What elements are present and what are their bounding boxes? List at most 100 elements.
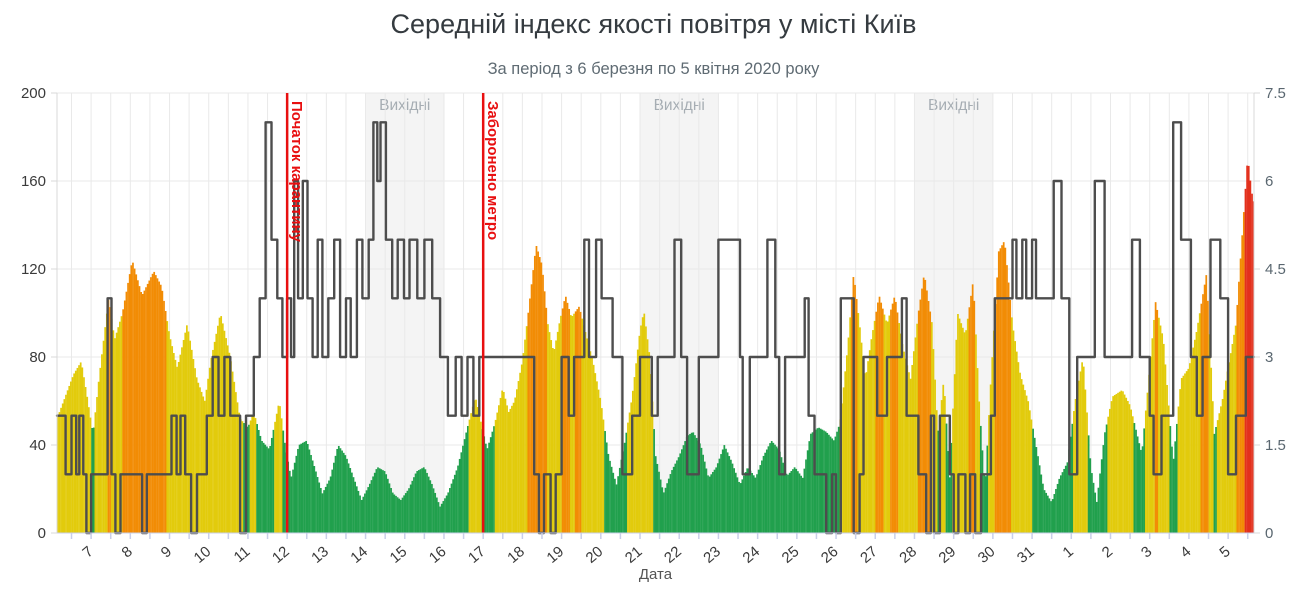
aqi-column (886, 321, 889, 533)
aqi-column (697, 440, 700, 533)
aqi-column (194, 368, 196, 533)
aqi-column (1037, 456, 1039, 533)
aqi-column (576, 309, 579, 533)
aqi-column (406, 490, 409, 533)
aqi-column (321, 493, 324, 533)
aqi-column (210, 358, 213, 533)
aqi-column (499, 397, 502, 533)
aqi-column (1195, 332, 1198, 533)
aqi-column (774, 444, 776, 533)
aqi-column (342, 452, 345, 533)
aqi-column (470, 413, 472, 533)
aqi-column (313, 466, 316, 533)
aqi-column (1203, 284, 1206, 533)
aqi-column (119, 321, 121, 533)
aqi-column (143, 290, 146, 533)
aqi-column (942, 384, 945, 533)
aqi-column (961, 327, 964, 533)
aqi-column (1239, 258, 1242, 533)
aqi-column (594, 373, 597, 533)
aqi-column (114, 338, 116, 533)
aqi-column (779, 451, 781, 533)
aqi-column (352, 477, 355, 533)
aqi-column (84, 387, 87, 533)
aqi-column (702, 454, 704, 533)
aqi-column (141, 293, 144, 533)
aqi-column (752, 475, 755, 533)
aqi-column (270, 437, 273, 533)
aqi-column (703, 461, 706, 533)
aqi-column (646, 339, 649, 533)
aqi-column (761, 460, 763, 533)
aqi-column (264, 444, 267, 533)
aqi-column (1221, 398, 1224, 533)
aqi-column (971, 284, 974, 533)
aqi-column (1236, 304, 1239, 533)
aqi-column (705, 468, 708, 533)
aqi-column (190, 349, 193, 533)
aqi-column (251, 416, 254, 533)
chart-subtitle: За період з 6 березня по 5 квітня 2020 р… (487, 60, 820, 78)
aqi-column (324, 486, 327, 533)
aqi-column (398, 498, 401, 533)
aqi-column (349, 468, 352, 533)
aqi-column (904, 358, 907, 533)
aqi-column (310, 455, 312, 533)
aqi-column (439, 506, 441, 533)
x-tick-label: 14 (347, 543, 371, 567)
aqi-column (355, 486, 358, 533)
aqi-column (1192, 347, 1195, 533)
aqi-column (798, 473, 801, 533)
aqi-column (442, 501, 445, 533)
aqi-column (403, 495, 406, 533)
aqi-column (517, 381, 520, 533)
aqi-column (408, 488, 410, 533)
aqi-column (937, 430, 940, 533)
aqi-column (1187, 368, 1190, 533)
aqi-column (707, 475, 709, 533)
aqi-column (726, 452, 729, 533)
quarantine-label: Початок карантину (288, 101, 305, 243)
aqi-column (522, 353, 525, 533)
aqi-column (220, 316, 223, 533)
aqi-column (1117, 392, 1119, 533)
aqi-column (694, 435, 696, 533)
aqi-column (453, 474, 456, 533)
aqi-column (790, 470, 793, 533)
aqi-column (1110, 401, 1113, 533)
aqi-column (963, 332, 966, 533)
aqi-column (845, 355, 848, 533)
aqi-column (504, 398, 507, 533)
aqi-column (1069, 436, 1072, 533)
aqi-column (1148, 374, 1150, 533)
aqi-column (744, 472, 747, 533)
aqi-column (1063, 468, 1066, 533)
aqi-column (968, 307, 971, 533)
aqi-column (130, 265, 133, 533)
aqi-column (372, 476, 374, 533)
aqi-column (1133, 423, 1136, 533)
aqi-column (695, 437, 698, 533)
plot-area[interactable] (57, 93, 1254, 533)
aqi-column (614, 478, 616, 533)
x-tick-label: 15 (387, 543, 411, 567)
aqi-column (736, 477, 739, 533)
aqi-column (390, 487, 392, 533)
y-right-tick-label: 4.5 (1265, 261, 1286, 278)
aqi-column (362, 496, 365, 533)
aqi-column (597, 389, 600, 533)
aqi-column (1007, 282, 1010, 533)
aqi-column (146, 283, 149, 533)
aqi-column (509, 408, 512, 533)
aqi-column (450, 483, 453, 533)
aqi-column (347, 463, 350, 533)
aqi-column (404, 493, 407, 533)
aqi-column (819, 428, 822, 533)
aqi-column (329, 476, 332, 533)
aqi-column (293, 462, 296, 533)
aqi-column (181, 347, 183, 533)
aqi-column (215, 333, 218, 533)
aqi-column (810, 433, 812, 533)
aqi-column (863, 373, 866, 533)
aqi-column (842, 387, 845, 533)
